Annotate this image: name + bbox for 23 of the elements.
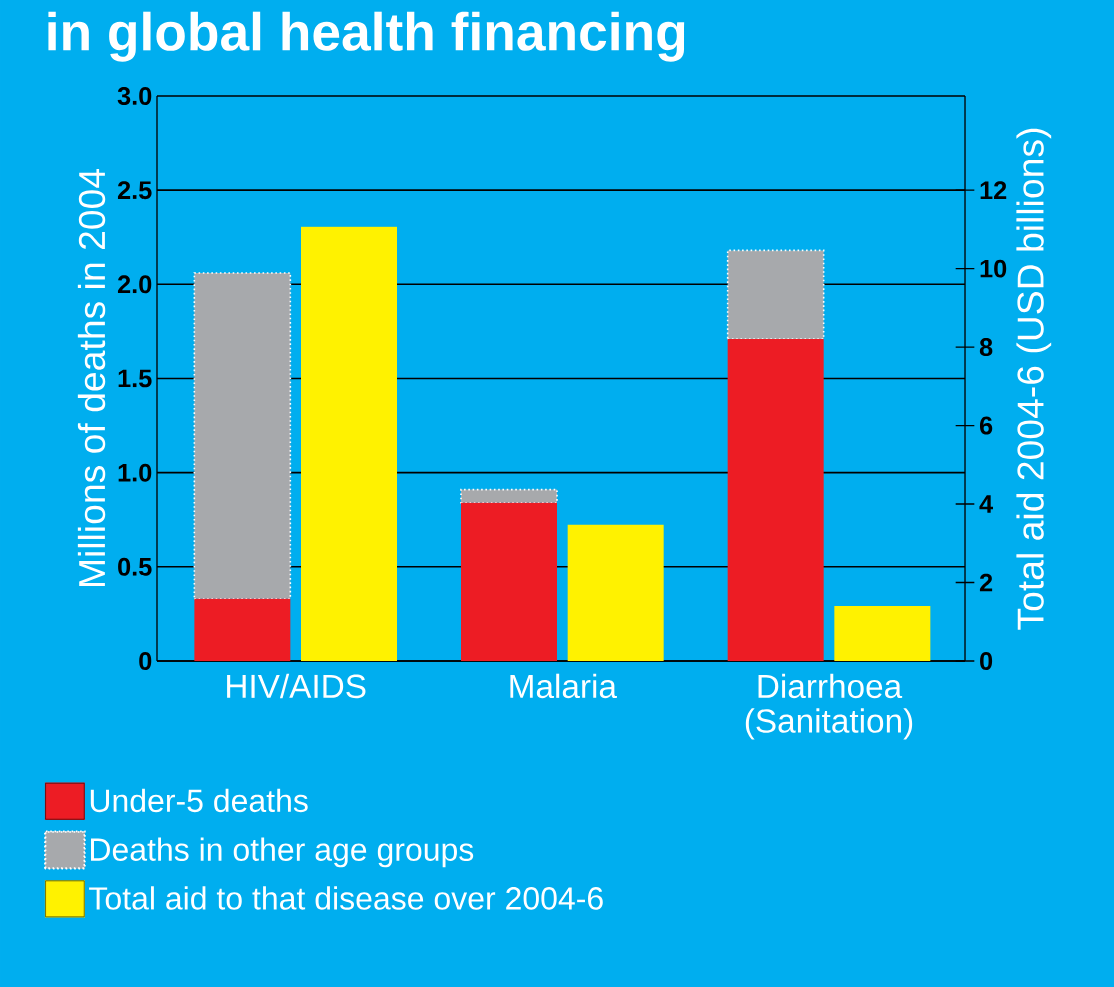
x-tick-label: Diarrhoea (Sanitation) (745, 673, 913, 740)
x-tick-label: Malaria (510, 673, 617, 699)
legend-label: Total aid to that disease over 2004-6 (89, 886, 603, 910)
y2-tick-label: 2 (979, 573, 993, 592)
y-tick-label: 0.5 (118, 557, 152, 576)
y-tick-label: 2.5 (117, 181, 152, 200)
chart-title: in global health financing (48, 11, 685, 62)
legend-label: Under-5 deaths (90, 788, 308, 813)
y-tick-label: 1.5 (118, 369, 152, 388)
y-axis-title: Millions of deaths in 2004 (77, 169, 106, 587)
legend-label: Deaths in other age groups (91, 837, 474, 868)
y2-tick-label: 0 (980, 652, 993, 670)
y-tick-label: 1.0 (118, 463, 152, 482)
y2-tick-label: 10 (980, 259, 1007, 278)
y-tick-label: 3.0 (117, 87, 152, 105)
y2-tick-label: 6 (979, 416, 993, 435)
y2-tick-label: 8 (979, 338, 993, 357)
y2-axis-title: Total aid 2004-6 (USD billions) (1016, 128, 1052, 630)
y-tick-label: 0 (139, 652, 152, 670)
x-tick-label: HIV/AIDS (227, 673, 366, 699)
y2-tick-label: 12 (980, 181, 1007, 199)
y-tick-label: 2.0 (117, 275, 152, 294)
y2-tick-label: 4 (979, 495, 993, 513)
